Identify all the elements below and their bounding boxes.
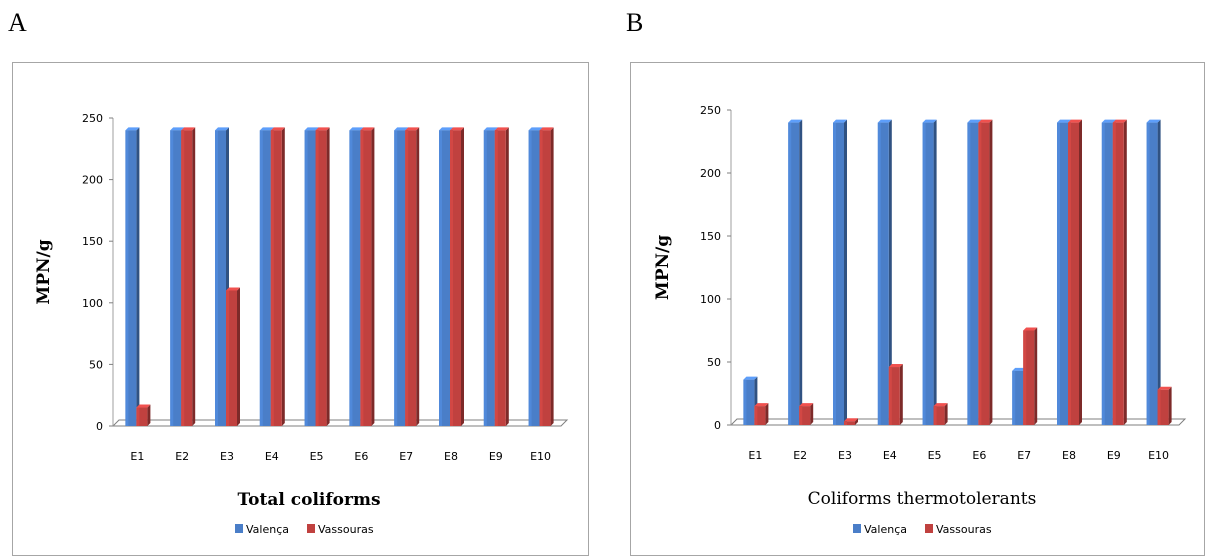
- x-tick-label: E6: [354, 450, 368, 463]
- x-tick-label: E3: [838, 449, 852, 462]
- x-tick-label: E1: [130, 450, 144, 463]
- bar-vassouras-e2: [799, 403, 814, 425]
- bar-vassouras-e3: [844, 418, 858, 425]
- x-tick-label: E10: [530, 450, 551, 463]
- chart-b-svg: 0 50 100 150 200 250 E1 E2 E3 E4 E5 E6 E7 E8 E9 E10 MPN/…: [653, 104, 1187, 536]
- bar-vassouras-e7: [405, 127, 420, 426]
- y-tick-label: 100: [700, 293, 721, 306]
- bar-vassouras-e8: [450, 127, 464, 426]
- chart-total-coliforms: 0 50 100 150 200 250 E1 E2 E3 E4 E5 E6 E7 E8 E9 E10 MPN/…: [12, 62, 589, 556]
- bar-valenca-e1: [125, 127, 140, 426]
- x-tick-label: E9: [1107, 449, 1121, 462]
- chart-coliforms-thermotolerants: 0 50 100 150 200 250 E1 E2 E3 E4 E5 E6 E7 E8 E9 E10 MPN/…: [630, 62, 1205, 556]
- x-tick-label: E1: [748, 449, 762, 462]
- panel-label-a: A: [8, 8, 27, 37]
- y-tick-label: 250: [82, 112, 103, 125]
- x-tick-label: E4: [265, 450, 279, 463]
- bar-valenca-e3: [833, 119, 847, 425]
- bar-vassouras-e5: [933, 403, 948, 425]
- y-tick-label: 200: [82, 174, 103, 187]
- bar-valenca-e2: [788, 119, 803, 425]
- bar-vassouras-e6: [360, 127, 375, 426]
- y-tick-label: 150: [700, 230, 721, 243]
- legend-swatch-vassouras: [307, 524, 315, 533]
- x-tick-label: E3: [220, 450, 234, 463]
- bar-vassouras-e10: [539, 127, 554, 426]
- x-tick-label: E2: [175, 450, 189, 463]
- bar-vassouras-e10: [1157, 386, 1172, 425]
- bar-vassouras-e5: [315, 127, 330, 426]
- x-tick-label: E8: [1062, 449, 1076, 462]
- y-axis-label: MPN/g: [34, 239, 54, 304]
- y-tick-label: 100: [82, 297, 103, 310]
- bar-vassouras-e2: [181, 127, 196, 426]
- y-tick-label: 0: [714, 419, 721, 432]
- bar-vassouras-e9: [494, 127, 509, 426]
- bar-vassouras-e1: [754, 403, 769, 425]
- x-tick-label: E6: [972, 449, 986, 462]
- x-tick-label: E7: [1017, 449, 1031, 462]
- bar-vassouras-e6: [978, 119, 993, 425]
- x-tick-label: E2: [793, 449, 807, 462]
- y-tick-label: 250: [700, 104, 721, 117]
- bar-vassouras-e1: [136, 404, 151, 426]
- y-tick-label: 50: [707, 356, 721, 369]
- y-tick-label: 200: [700, 167, 721, 180]
- legend-swatch-valenca: [235, 524, 243, 533]
- panel-label-b: B: [626, 8, 644, 37]
- legend-label-vassouras: Vassouras: [936, 523, 992, 536]
- y-axis-label: MPN/g: [653, 235, 673, 300]
- x-tick-label: E8: [444, 450, 458, 463]
- chart-a-svg: 0 50 100 150 200 250 E1 E2 E3 E4 E5 E6 E7 E8 E9 E10 MPN/…: [34, 112, 569, 536]
- x-tick-label: E7: [399, 450, 413, 463]
- bar-valenca-e5: [922, 119, 937, 425]
- bar-valenca-e4: [877, 119, 892, 425]
- x-tick-label: E10: [1148, 449, 1169, 462]
- bar-vassouras-e8: [1068, 119, 1082, 425]
- legend-swatch-vassouras: [925, 524, 933, 533]
- y-tick-label: 150: [82, 235, 103, 248]
- x-tick-label: E4: [883, 449, 897, 462]
- x-tick-label: E5: [928, 449, 942, 462]
- bar-valenca-e10: [1146, 119, 1161, 425]
- bar-vassouras-e9: [1112, 119, 1127, 425]
- legend-label-valenca: Valença: [246, 523, 289, 536]
- y-tick-label: 0: [96, 420, 103, 433]
- legend-swatch-valenca: [853, 524, 861, 533]
- bar-vassouras-e7: [1023, 327, 1038, 425]
- bar-vassouras-e4: [888, 364, 903, 425]
- bar-vassouras-e3: [226, 287, 240, 426]
- legend-label-valenca: Valença: [864, 523, 907, 536]
- chart-title: Total coliforms: [237, 490, 380, 510]
- chart-title: Coliforms thermotolerants: [808, 489, 1037, 509]
- bar-vassouras-e4: [270, 127, 285, 426]
- x-tick-label: E5: [310, 450, 324, 463]
- legend-label-vassouras: Vassouras: [318, 523, 374, 536]
- y-tick-label: 50: [89, 358, 103, 371]
- x-tick-label: E9: [489, 450, 503, 463]
